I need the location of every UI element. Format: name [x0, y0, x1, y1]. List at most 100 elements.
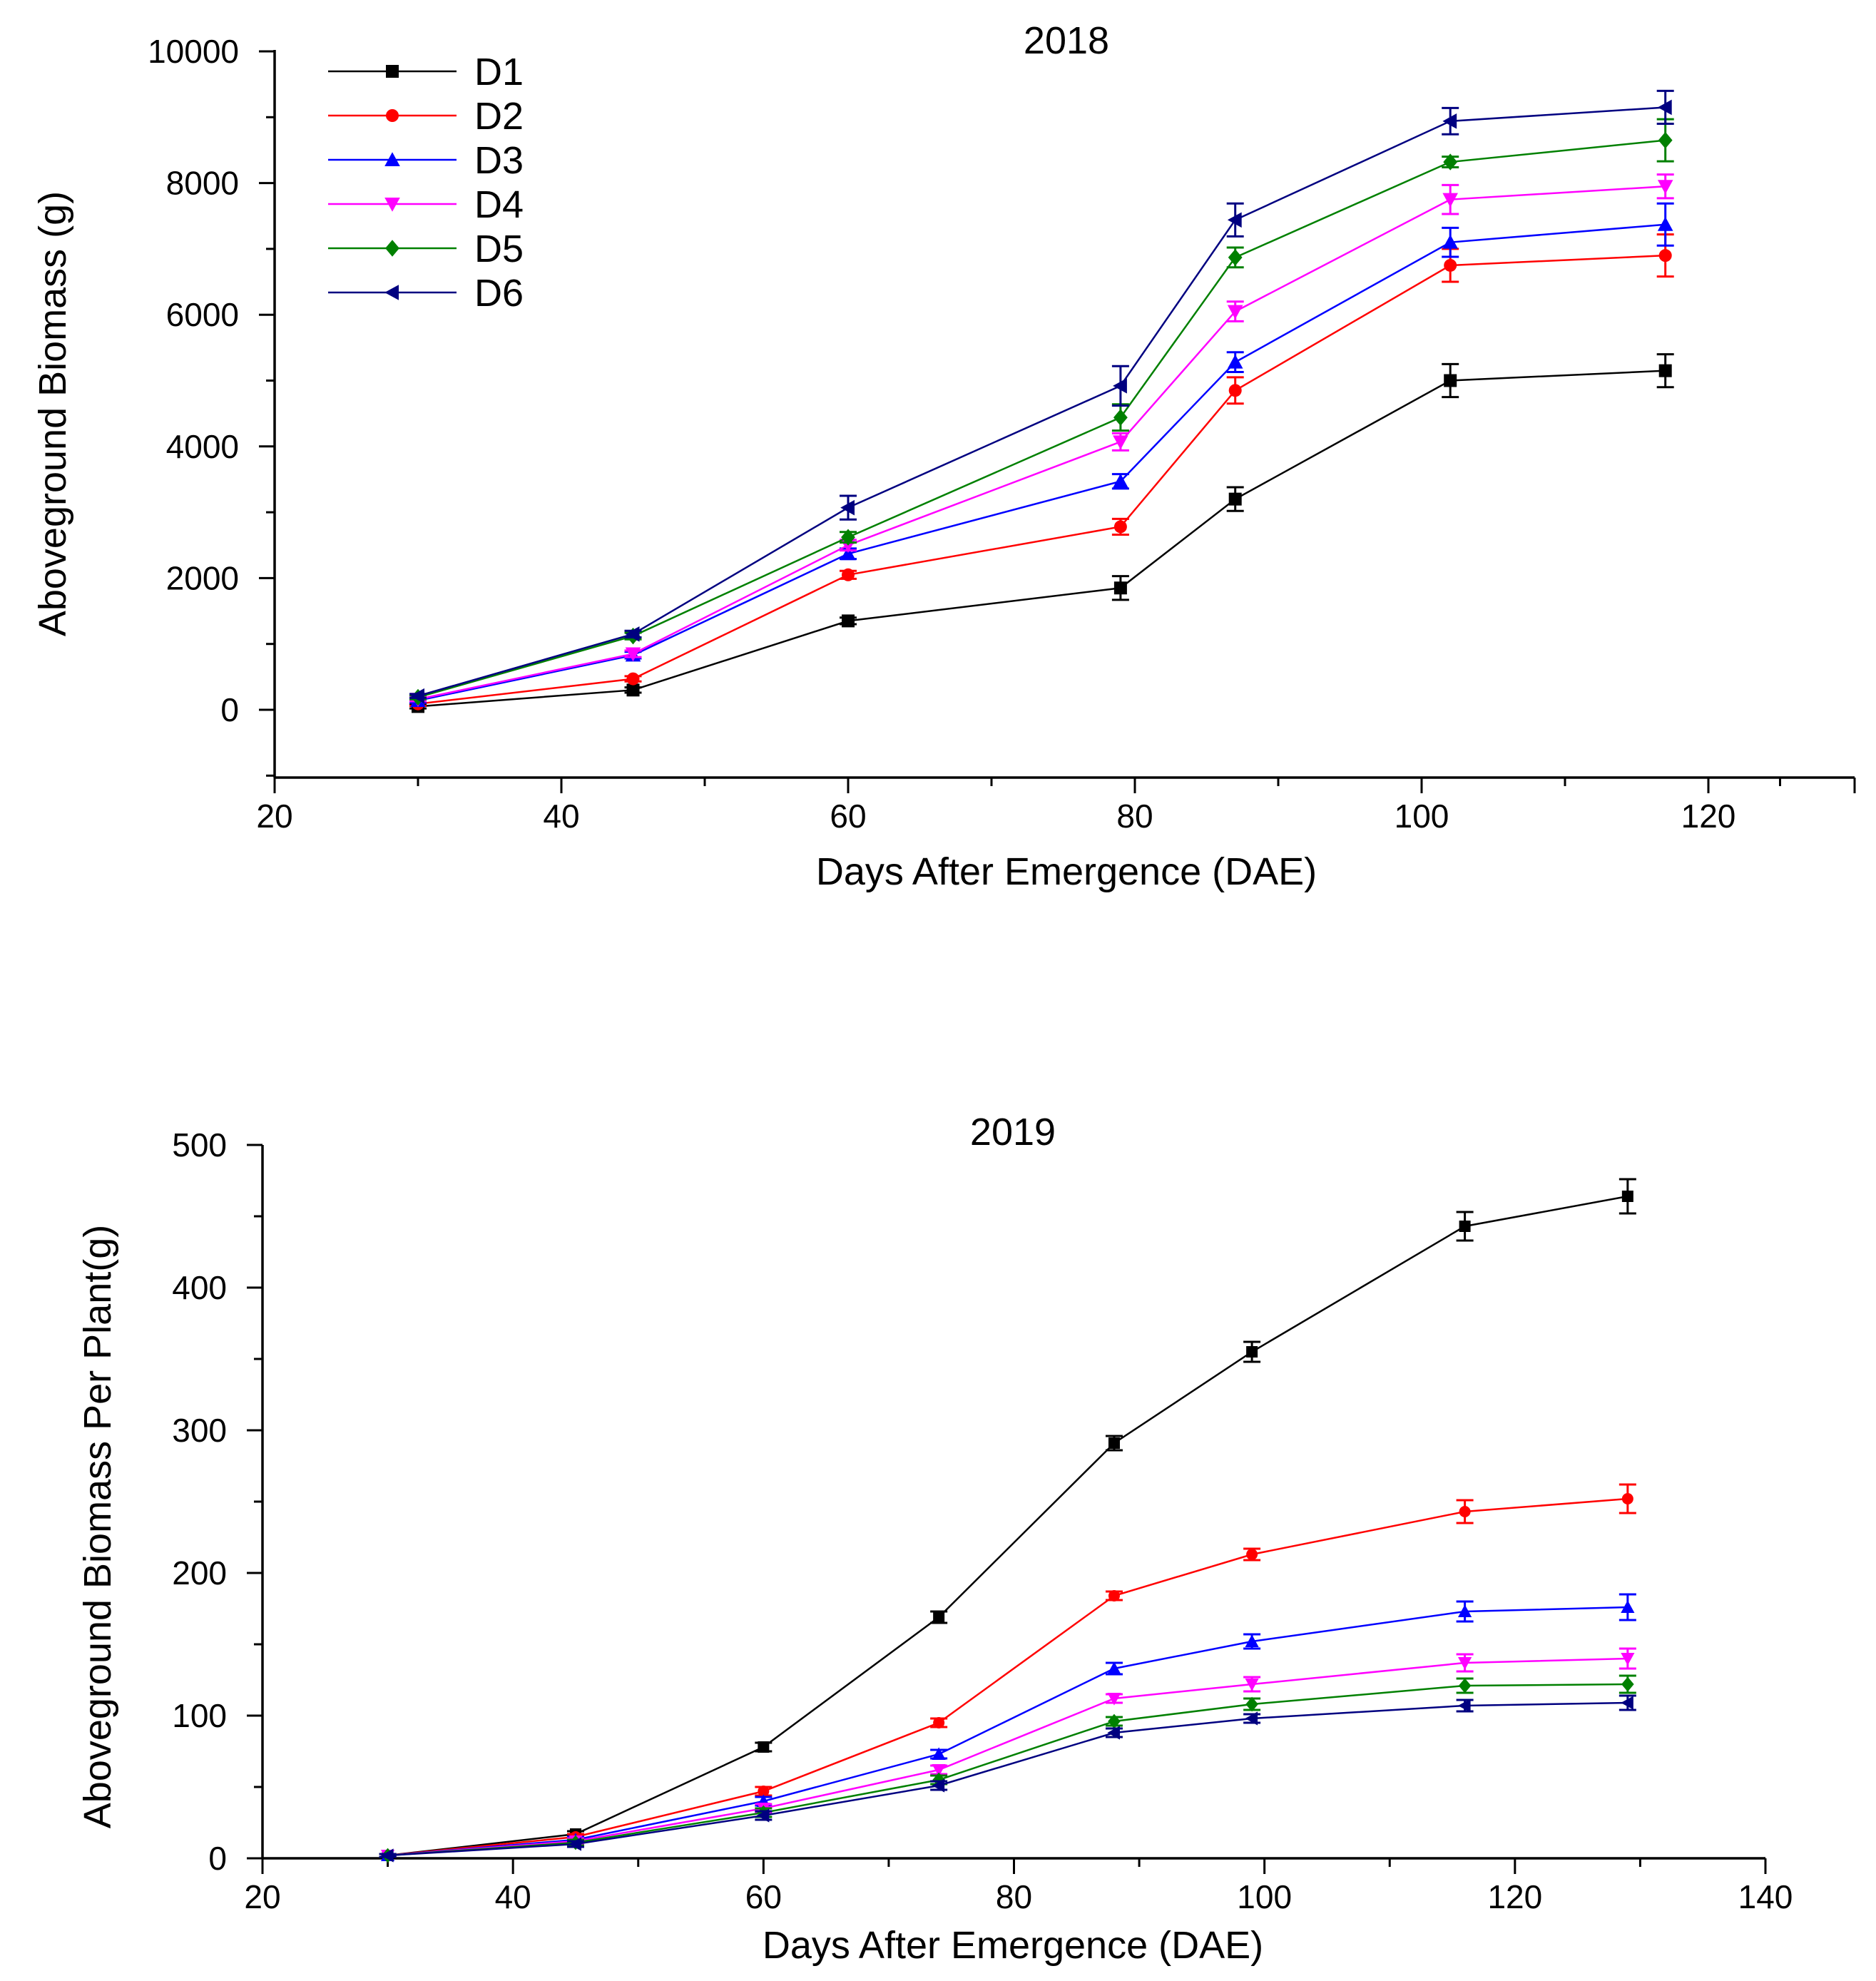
chart-2019-series-line [387, 1657, 1628, 1857]
chart-2018-data-point [1113, 473, 1128, 488]
chart-2018-data-point [1227, 212, 1242, 228]
chart-2019-y-tick-label: 200 [172, 1554, 227, 1592]
chart-2019-data-point [1246, 1549, 1258, 1560]
chart-2018-y-tick-label: 10000 [148, 33, 239, 70]
chart-2018-data-point [1657, 180, 1673, 195]
chart-2018-data-point [625, 626, 640, 642]
chart-2018-data-point [1657, 99, 1672, 116]
chart-2018-y-tick-label: 2000 [166, 559, 239, 596]
chart-2019-data-point [1458, 1604, 1472, 1617]
chart-2018-title: 2018 [1024, 19, 1109, 62]
chart-2018-y-axis-title: Aboveground Biomass (g) [31, 191, 74, 636]
chart-2018-data-point [841, 529, 855, 546]
chart-2019-data-point [756, 1808, 770, 1823]
chart-2018-x-tick-label: 60 [830, 798, 866, 835]
chart-2019-x-tick-label: 100 [1237, 1878, 1292, 1915]
chart-2018-data-point [1658, 364, 1672, 377]
legend-label: D1 [474, 51, 524, 93]
chart-2018-series-d3 [409, 202, 1674, 708]
chart-2019-series-line [387, 1497, 1628, 1857]
chart-2019-data-point [1621, 1653, 1635, 1666]
chart-2019-data-point [1458, 1699, 1471, 1713]
chart-2018-data-point [1113, 409, 1128, 426]
chart-2018-x-axis-title: Days After Emergence (DAE) [816, 850, 1317, 893]
chart-2018-series-line [417, 139, 1666, 698]
chart-2018-y-tick-label: 8000 [166, 165, 239, 202]
chart-2018-data-point [1227, 354, 1243, 369]
chart-2019-data-point [1107, 1661, 1121, 1674]
chart-2018-data-point [1657, 216, 1673, 231]
chart-2019-series-line [387, 1606, 1628, 1857]
chart-2019-series-line [387, 1701, 1628, 1857]
chart-2019-data-point [1621, 1493, 1633, 1504]
chart-2018-series-d5 [409, 118, 1674, 706]
chart-2018-data-point [1442, 234, 1458, 249]
chart-2019-data-point [1245, 1711, 1258, 1726]
chart-2019-x-tick-label: 140 [1738, 1878, 1793, 1915]
chart-2018-series-d4 [409, 173, 1674, 708]
chart-2019-data-point [1621, 1191, 1633, 1202]
legend-marker [384, 198, 400, 212]
chart-2019-y-tick-label: 0 [208, 1840, 227, 1877]
legend-marker [386, 65, 399, 78]
chart-2018-series-line [417, 254, 1666, 705]
chart-2018-data-point [1227, 305, 1243, 320]
chart-2019-data-point [1621, 1676, 1634, 1692]
chart-2018-data-point [1228, 249, 1243, 266]
chart-2019-data-point [1458, 1657, 1472, 1670]
chart-2018-data-point [1228, 492, 1242, 506]
legend-label: D6 [474, 272, 524, 315]
chart-2018-data-point [1442, 113, 1457, 129]
chart-2018-y-tick-label: 0 [220, 691, 239, 728]
chart-2018-x-tick-label: 120 [1681, 798, 1736, 835]
chart-2019-x-tick-label: 60 [745, 1878, 782, 1915]
chart-2019-data-point [1459, 1506, 1471, 1517]
chart-2019-data-point [1107, 1726, 1120, 1740]
chart-2018-data-point [626, 672, 640, 686]
chart-2019-series-series-1 [379, 1178, 1636, 1861]
chart-2019-y-tick-label: 300 [172, 1412, 227, 1449]
chart-2018-x-tick-label: 100 [1395, 798, 1449, 835]
legend-label: D3 [474, 139, 524, 182]
chart-2019-data-point [932, 1778, 945, 1793]
chart-2019-data-point [1246, 1346, 1258, 1358]
chart-2019-x-tick-label: 40 [495, 1878, 531, 1915]
chart-2019-data-point [1245, 1696, 1258, 1712]
chart-2019-data-point [1245, 1679, 1259, 1691]
chart-2018-series-line [417, 223, 1666, 702]
chart-2019-data-point [933, 1611, 945, 1623]
chart-2019-data-point [1458, 1678, 1472, 1694]
legend-marker [385, 240, 399, 257]
chart-2019-x-tick-label: 120 [1487, 1878, 1542, 1915]
chart-2018-series-d2 [409, 233, 1674, 711]
chart-2018-y-tick-label: 6000 [166, 296, 239, 333]
legend-marker [384, 152, 400, 166]
chart-2018-data-point [1658, 131, 1673, 149]
chart-2018-data-point [840, 499, 855, 516]
chart-2019-title: 2019 [970, 1111, 1056, 1154]
chart-2019-data-point [933, 1717, 945, 1728]
legend-label: D4 [474, 183, 524, 226]
chart-2019-data-point [758, 1786, 770, 1797]
chart-2018-series-d1 [409, 353, 1674, 713]
legend-label: D5 [474, 228, 524, 270]
chart-2019-y-tick-label: 400 [172, 1269, 227, 1306]
chart-2019-series-series-6 [379, 1694, 1636, 1863]
chart-2018-data-point [842, 568, 855, 581]
chart-2019-series-line [387, 1683, 1628, 1857]
legend-marker [386, 109, 399, 122]
chart-2018-data-point [626, 683, 640, 697]
chart-2019-data-point [1459, 1221, 1471, 1232]
chart-2019-data-point [1108, 1713, 1121, 1729]
chart-2019-data-point [932, 1747, 946, 1760]
chart-2019-data-point [1621, 1600, 1635, 1613]
chart-2019-series-series-2 [379, 1483, 1636, 1861]
chart-2018-y-tick-label: 4000 [166, 428, 239, 465]
chart-2018-data-point [1442, 193, 1458, 208]
chart-2018-data-point [1113, 378, 1127, 394]
chart-2018: 2018 0 2000 4000 6000 8000 10000 20 40 60 80 100 1… [31, 19, 1856, 893]
chart-2019-x-tick-label: 80 [996, 1878, 1032, 1915]
chart-2018-data-point [1443, 153, 1458, 170]
